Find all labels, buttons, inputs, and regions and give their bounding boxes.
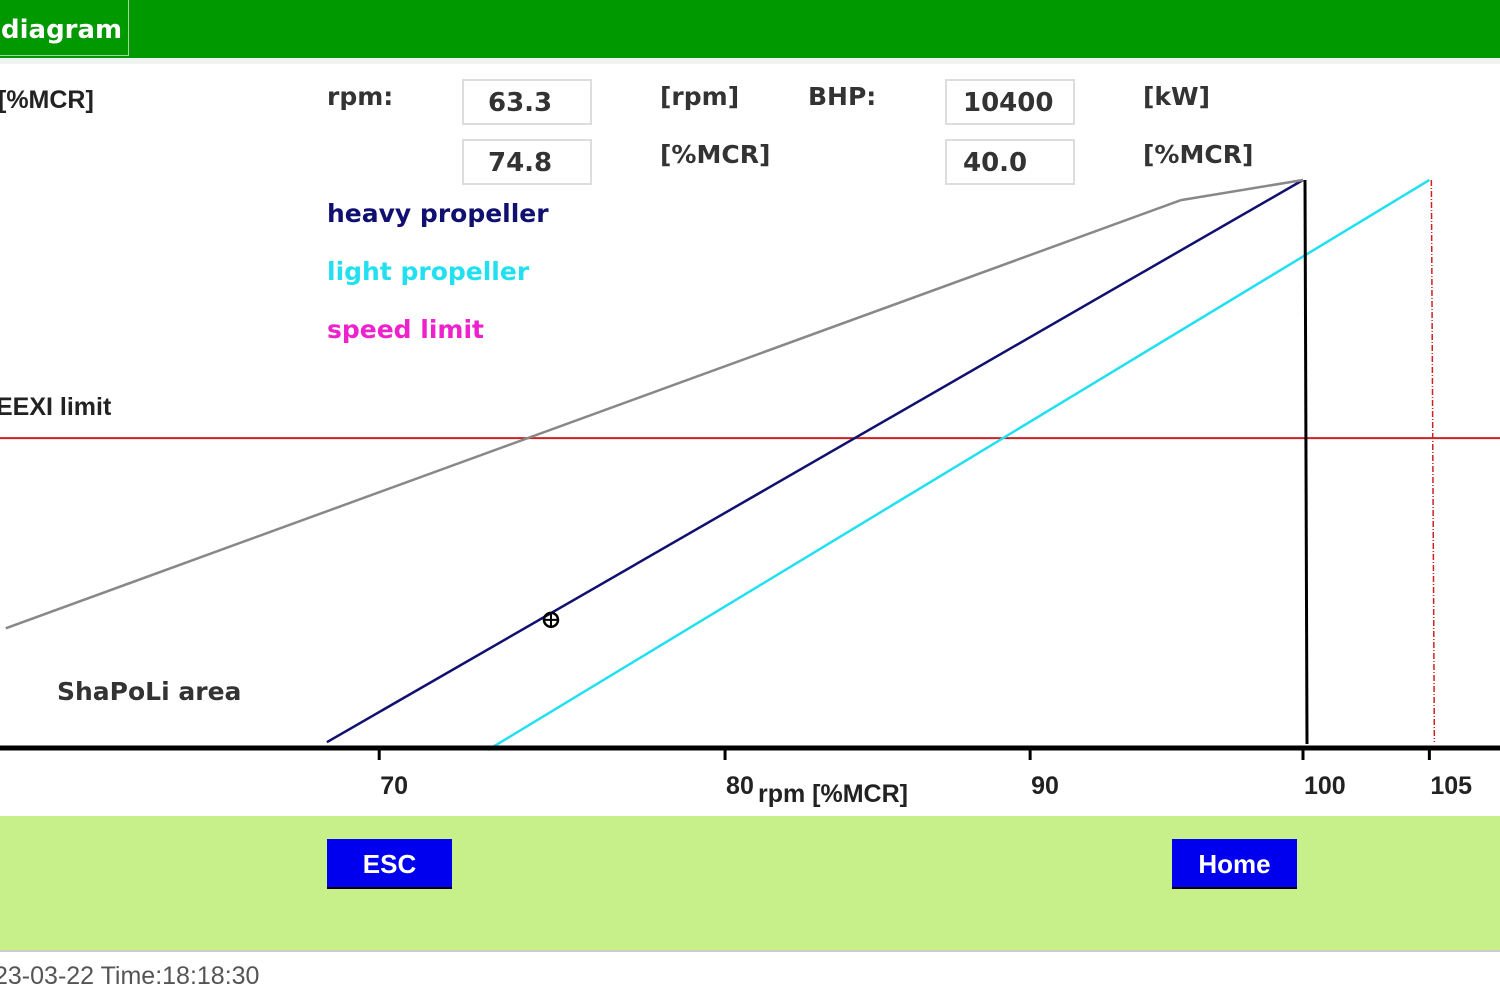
bhp-pct-unit: [%MCR] <box>1143 140 1254 169</box>
x-tick-label: 90 <box>1031 772 1059 800</box>
speed-limit-line <box>1430 179 1436 743</box>
footer-datetime: 23-03-22 Time:18:18:30 <box>0 962 260 990</box>
x-tick-label: 100 <box>1304 772 1346 800</box>
bhp-label: BHP: <box>808 82 877 111</box>
x-tick-label: 105 <box>1430 772 1472 800</box>
series-line-light-propeller <box>487 178 1431 752</box>
divider <box>0 58 1500 64</box>
home-button[interactable]: Home <box>1172 839 1297 889</box>
x-tick-label: 70 <box>380 772 408 800</box>
x-tick-label: 80 <box>726 772 754 800</box>
legend-speed-limit: speed limit <box>327 315 484 344</box>
bhp-pct-field: 40.0 <box>945 139 1075 185</box>
y-axis-unit: [%MCR] <box>0 86 94 114</box>
rpm-unit: [rpm] <box>660 82 740 111</box>
rpm-100-line <box>1303 179 1309 745</box>
x-axis-label: rpm [%MCR] <box>758 780 908 808</box>
rpm-pct-field: 74.8 <box>462 139 592 185</box>
rpm-label: rpm: <box>327 82 394 111</box>
eexi-limit-label: EEXI limit <box>0 393 112 421</box>
operating-point-crosshair <box>543 612 558 627</box>
tab-diagram[interactable]: diagram <box>0 0 129 56</box>
rpm-value-field: 63.3 <box>462 79 592 125</box>
header-bar <box>0 0 1500 58</box>
bhp-value-field: 10400 <box>945 79 1075 125</box>
load-diagram-chart: 70 80 90 100 105 rpm [%MCR] <box>0 178 1500 808</box>
bhp-unit: [kW] <box>1143 82 1211 111</box>
legend-light-propeller: light propeller <box>327 257 530 286</box>
rpm-pct-unit: [%MCR] <box>660 140 771 169</box>
esc-button[interactable]: ESC <box>327 839 452 889</box>
series-line-limit-curve <box>5 178 1304 630</box>
legend-heavy-propeller: heavy propeller <box>327 199 549 228</box>
series-line-heavy-propeller <box>326 178 1304 744</box>
shapoli-area-label: ShaPoLi area <box>57 677 242 706</box>
